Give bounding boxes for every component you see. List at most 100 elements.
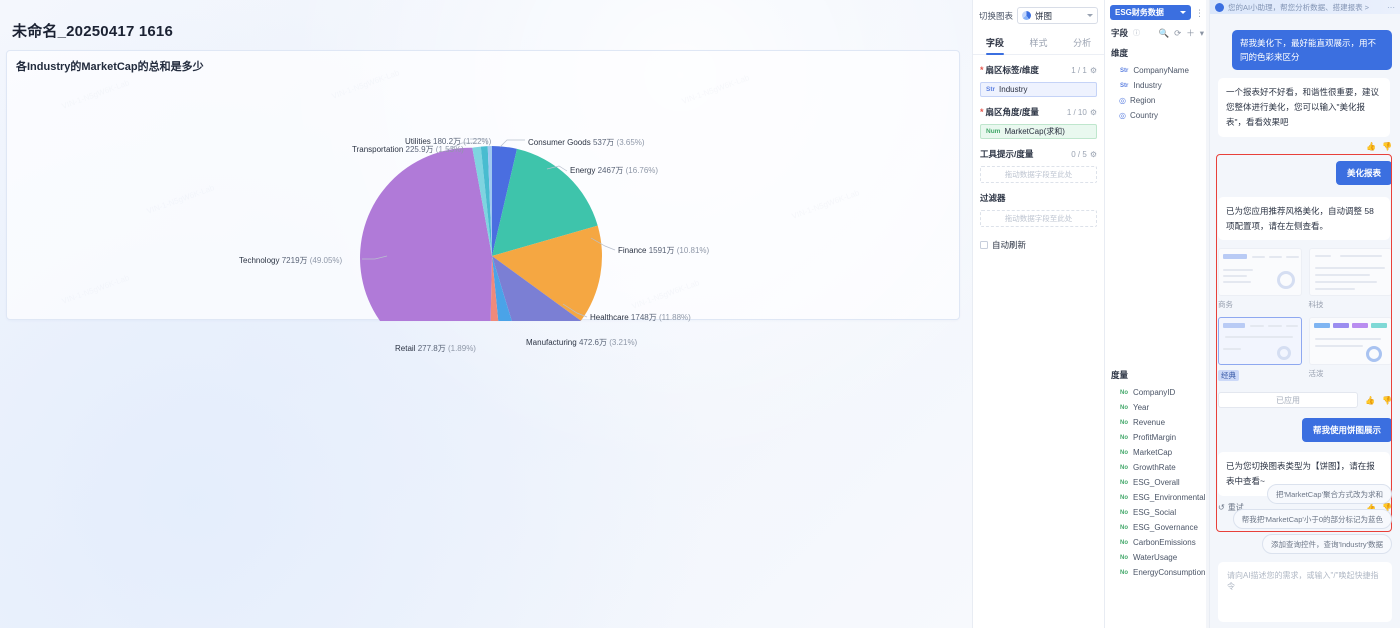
- field-item-industry[interactable]: Str Industry: [1105, 78, 1209, 93]
- field-item-companyname[interactable]: Str CompanyName: [1105, 63, 1209, 78]
- pie-label-healthcare: Healthcare 1748万 (11.88%): [590, 313, 691, 322]
- more-options-icon[interactable]: ⋮: [1195, 7, 1204, 18]
- refresh-icon: ↺: [1218, 503, 1225, 513]
- field-item-esg-environmental[interactable]: No ESG_Environmental: [1105, 490, 1209, 505]
- field-item-energyconsumption[interactable]: No EnergyConsumption: [1105, 565, 1209, 580]
- suggestion-chip[interactable]: 把'MarketCap'聚合方式改为求和: [1266, 484, 1392, 504]
- number-type-icon: No: [1120, 554, 1128, 561]
- ai-message-list: 帮我美化下，最好能直观展示，用不同的色彩来区分 一个报表好不好看，和谐性很重要，…: [1210, 14, 1400, 628]
- pie-svg: [360, 138, 616, 368]
- chart-heading: 各Industry的MarketCap的总和是多少: [16, 61, 204, 73]
- slice-energy: [492, 148, 598, 256]
- field-item-carbonemissions[interactable]: No CarbonEmissions: [1105, 535, 1209, 550]
- number-type-icon: No: [1120, 449, 1128, 456]
- section-header: 过滤器: [980, 192, 1097, 204]
- dataset-selector[interactable]: ESG财务数据: [1110, 5, 1191, 20]
- thumbs-up-icon[interactable]: 👍: [1365, 395, 1376, 405]
- tab-style[interactable]: 样式: [1029, 38, 1048, 48]
- field-label: ProfitMargin: [1133, 433, 1177, 442]
- thumbs-up-icon[interactable]: 👍: [1366, 141, 1377, 151]
- number-type-icon: No: [1120, 494, 1128, 501]
- applied-button[interactable]: 已应用: [1218, 392, 1359, 409]
- gear-icon[interactable]: ⚙: [1089, 107, 1097, 117]
- field-item-year[interactable]: No Year: [1105, 400, 1209, 415]
- slice-gap: [487, 146, 492, 256]
- gear-icon[interactable]: ⚙: [1089, 149, 1097, 159]
- field-label: CarbonEmissions: [1133, 538, 1196, 547]
- string-type-icon: Str: [986, 86, 996, 93]
- section-count: 1 / 1: [1071, 65, 1087, 75]
- style-option-tech[interactable]: 科技: [1308, 248, 1392, 310]
- field-item-marketcap[interactable]: No MarketCap: [1105, 445, 1209, 460]
- chart-type-select[interactable]: 饼图: [1017, 7, 1098, 24]
- field-label: Country: [1129, 111, 1158, 120]
- style-option-lively[interactable]: 活泼: [1308, 317, 1392, 383]
- section-header: * 扇区角度/度量 1 / 10 ⚙: [980, 106, 1097, 118]
- auto-refresh-row[interactable]: 自动刷新: [973, 227, 1104, 251]
- add-icon[interactable]: ＋: [1186, 28, 1195, 38]
- fields-toolbar: 字段 ⓘ 🔍 ⟳ ＋ ▾: [1105, 24, 1209, 45]
- suggestion-chip[interactable]: 添加查询控件，查询'Industry'数据: [1261, 534, 1392, 554]
- dropzone-placeholder: 拖动数据字段至此处: [1004, 170, 1073, 179]
- style-option-business[interactable]: 商务: [1218, 248, 1302, 310]
- chat-input[interactable]: 请向AI描述您的需求，或输入"/"唤起快捷指令: [1218, 562, 1392, 622]
- number-type-icon: No: [1120, 434, 1128, 441]
- thumbs-up-icon[interactable]: 👍: [1366, 503, 1377, 513]
- refresh-icon[interactable]: ⟳: [1174, 27, 1182, 38]
- field-item-esg-governance[interactable]: No ESG_Governance: [1105, 520, 1209, 535]
- slice-consumer-goods: [492, 146, 517, 256]
- info-icon[interactable]: ⓘ: [1133, 30, 1141, 37]
- number-type-icon: No: [1120, 389, 1128, 396]
- field-pill-industry[interactable]: Str Industry: [980, 82, 1097, 97]
- tab-analysis[interactable]: 分析: [1073, 38, 1092, 48]
- thumbs-down-icon[interactable]: 👎: [1382, 503, 1392, 513]
- dataset-name: ESG财务数据: [1115, 8, 1164, 17]
- style-option-classic[interactable]: 经典: [1218, 317, 1302, 383]
- search-icon[interactable]: 🔍: [1158, 27, 1170, 38]
- style-thumbnail: [1308, 248, 1392, 297]
- fields-scrollbar[interactable]: [1206, 0, 1209, 628]
- thumbs-down-icon[interactable]: 👎: [1382, 141, 1392, 151]
- field-item-region[interactable]: ◎ Region: [1105, 93, 1209, 108]
- slice-transportation: [472, 146, 492, 256]
- suggestion-chip[interactable]: 帮我把'MarketCap'小于0的部分标记为蓝色: [1232, 509, 1392, 529]
- tooltip-dropzone[interactable]: 拖动数据字段至此处: [980, 166, 1097, 183]
- string-type-icon: Str: [1120, 82, 1129, 89]
- beautify-report-button[interactable]: 美化报表: [1335, 160, 1392, 185]
- suggestion-chips: 把'MarketCap'聚合方式改为求和 帮我把'MarketCap'小于0的部…: [1232, 484, 1392, 554]
- field-item-revenue[interactable]: No Revenue: [1105, 415, 1209, 430]
- reaction-row: 👍 👎: [1218, 142, 1392, 151]
- retry-button[interactable]: ↺ 重试: [1218, 502, 1244, 513]
- field-pill-marketcap[interactable]: Num MarketCap(求和): [980, 124, 1097, 139]
- ai-header[interactable]: 您的AI小助理，帮您分析数据、搭建报表 > ⋯: [1210, 0, 1400, 14]
- field-item-esg-overall[interactable]: No ESG_Overall: [1105, 475, 1209, 490]
- field-item-waterusage[interactable]: No WaterUsage: [1105, 550, 1209, 565]
- style-thumbnail-grid: 商务 科技: [1218, 248, 1392, 383]
- thumbs-down-icon[interactable]: 👎: [1382, 395, 1392, 405]
- filter-dropzone[interactable]: 拖动数据字段至此处: [980, 210, 1097, 227]
- style-label: 商务: [1218, 300, 1233, 310]
- field-item-esg-social[interactable]: No ESG_Social: [1105, 505, 1209, 520]
- slice-technology: [360, 147, 492, 368]
- chart-card[interactable]: 各Industry的MarketCap的总和是多少: [6, 50, 961, 368]
- gear-icon[interactable]: ⚙: [1089, 65, 1097, 75]
- auto-refresh-checkbox[interactable]: [980, 241, 988, 249]
- chevron-down-icon[interactable]: ▾: [1199, 27, 1204, 38]
- section-count: 0 / 5: [1071, 149, 1087, 159]
- pie-label-energy: Energy 2467万 (16.76%): [570, 166, 659, 175]
- field-label: CompanyID: [1133, 388, 1176, 397]
- field-label: ESG_Social: [1133, 508, 1177, 517]
- pie-chart[interactable]: Utilities 180.2万 (1.22%) Consumer Goods …: [7, 51, 961, 368]
- switch-chart-label: 切换图表: [979, 10, 1014, 21]
- style-thumbnail: [1218, 317, 1302, 366]
- field-item-profitmargin[interactable]: No ProfitMargin: [1105, 430, 1209, 445]
- more-options-icon[interactable]: ⋯: [1387, 2, 1395, 12]
- section-title: 扇区角度/度量: [985, 107, 1039, 117]
- field-item-country[interactable]: ◎ Country: [1105, 108, 1209, 123]
- chart-type-value: 饼图: [1035, 10, 1053, 21]
- field-item-companyid[interactable]: No CompanyID: [1105, 385, 1209, 400]
- tab-fields[interactable]: 字段: [973, 30, 1017, 54]
- field-item-growthrate[interactable]: No GrowthRate: [1105, 460, 1209, 475]
- field-label: GrowthRate: [1133, 463, 1176, 472]
